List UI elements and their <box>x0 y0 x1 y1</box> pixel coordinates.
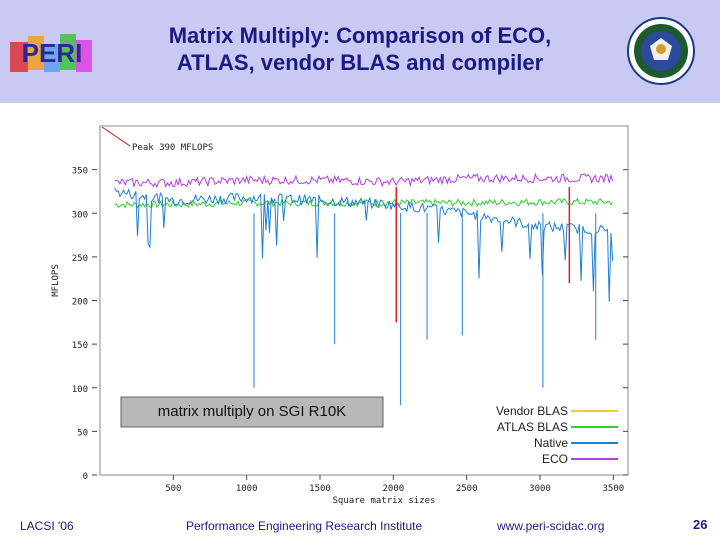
logo-text: PERI <box>22 38 83 68</box>
legend-label: Vendor BLAS <box>496 404 568 418</box>
matrix-multiply-chart: 0 50 100 150 200 250 300 350 500 1000 1500 2000 2500… <box>51 125 629 506</box>
title-line-2: ATLAS, vendor BLAS and compiler <box>176 50 544 75</box>
x-tick-label: 1500 <box>309 484 331 494</box>
title-line-1: Matrix Multiply: Comparison of ECO, <box>168 23 552 48</box>
legend: Vendor BLAS ATLAS BLAS Native ECO <box>496 404 618 466</box>
y-tick-label: 100 <box>72 385 88 395</box>
y-tick-label: 350 <box>72 167 88 177</box>
legend-label: Native <box>534 436 568 450</box>
legend-label: ATLAS BLAS <box>497 420 568 434</box>
peri-logo: PERI <box>10 34 92 72</box>
footer-conference: LACSI '06 <box>20 519 74 533</box>
caption-box <box>120 396 384 428</box>
peak-arrow <box>101 126 131 147</box>
series-layer <box>114 172 614 406</box>
slide-header <box>0 0 720 103</box>
x-tick-label: 500 <box>165 484 181 494</box>
y-tick-label: 50 <box>77 428 88 438</box>
x-tick-label: 2500 <box>456 484 478 494</box>
x-axis-label: Square matrix sizes <box>333 496 436 506</box>
y-tick-label: 300 <box>72 210 88 220</box>
series-line-eco <box>114 172 614 189</box>
chart-caption: matrix multiply on SGI R10K <box>158 403 346 420</box>
x-tick-label: 3500 <box>602 484 624 494</box>
footer-url[interactable]: www.peri-scidac.org <box>497 519 605 533</box>
x-tick-label: 2000 <box>382 484 404 494</box>
y-tick-label: 0 <box>83 472 88 482</box>
y-tick-label: 250 <box>72 254 88 264</box>
series-line-native <box>114 187 614 302</box>
y-axis-label: MFLOPS <box>51 264 61 297</box>
y-tick-label: 200 <box>72 298 88 308</box>
peak-annotation: Peak 390 MFLOPS <box>132 143 213 153</box>
axes: 0 50 100 150 200 250 300 350 500 1000 1500 2000 2500… <box>51 167 628 506</box>
footer-institute: Performance Engineering Research Institu… <box>186 519 423 533</box>
x-tick-label: 1000 <box>236 484 258 494</box>
legend-label: ECO <box>542 452 568 466</box>
annotations: Peak 390 MFLOPS matrix multiply on SGI R1… <box>101 126 384 428</box>
page-number: 26 <box>693 517 708 532</box>
y-tick-label: 150 <box>72 341 88 351</box>
slide-title: Matrix Multiply: Comparison of ECO, ATLA… <box>120 22 600 76</box>
x-tick-label: 3000 <box>529 484 551 494</box>
doe-seal <box>627 17 695 85</box>
